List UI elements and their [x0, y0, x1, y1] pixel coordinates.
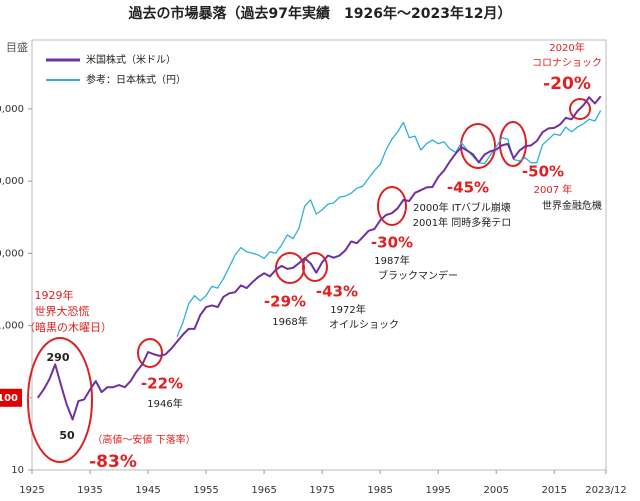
ellipse	[302, 252, 328, 282]
x-tick-label: 2005	[483, 485, 508, 496]
annotation: 1987年	[374, 254, 409, 267]
annotation: -50%	[522, 163, 564, 181]
annotation: -43%	[316, 283, 358, 301]
ellipse	[460, 123, 496, 169]
legend-box	[40, 46, 226, 92]
x-tick-label: 1935	[77, 485, 102, 496]
x-tick-label: 1995	[425, 485, 450, 496]
annotation: -29%	[264, 293, 306, 311]
x-tick-label: 2023/12	[585, 485, 627, 496]
ellipse	[569, 98, 591, 120]
annotation: コロナショック	[532, 57, 602, 69]
legend-label: 米国株式（米ドル）	[86, 53, 176, 66]
annotation: 1929年	[35, 288, 74, 302]
x-tick-label: 1965	[251, 485, 276, 496]
annotation: （高値～安値 下落率）	[92, 433, 195, 446]
annotation: 290	[47, 351, 70, 364]
ellipse	[377, 186, 407, 226]
ellipse	[137, 338, 163, 368]
legend-label: 参考：日本株式（円）	[86, 73, 186, 86]
annotation: -30%	[371, 234, 413, 252]
y-tick-label: 10,000	[0, 248, 24, 259]
ellipse	[27, 337, 93, 463]
y-tick-label: 100	[0, 393, 18, 404]
x-tick-label: 1975	[309, 485, 334, 496]
annotation: 世界大恐慌	[35, 304, 90, 318]
x-tick-label: 1955	[193, 485, 218, 496]
y-axis-label: 目盛	[6, 40, 28, 54]
annotation: 2020年	[549, 41, 584, 54]
plot-frame	[31, 39, 607, 471]
annotation: （暗黒の木曜日）	[24, 320, 112, 334]
y-tick-label: 100,000	[0, 176, 24, 187]
annotation: 1972年	[330, 303, 365, 316]
annotation: 2007 年	[534, 183, 573, 196]
x-tick-label: 1985	[367, 485, 392, 496]
annotation-ellipses	[27, 98, 591, 463]
annotation: ブラックマンデー	[378, 269, 458, 282]
x-tick-label: 2015	[542, 485, 567, 496]
ellipse	[499, 121, 527, 167]
y-tick-label: 1,000,000	[0, 104, 24, 115]
x-tick-label: 1925	[19, 485, 44, 496]
y-tick-label: 1,000	[0, 321, 24, 332]
series-line	[176, 110, 602, 338]
annotation: -45%	[447, 179, 489, 197]
annotation: -22%	[141, 375, 183, 393]
annotation: 50	[59, 429, 75, 442]
annotation: -83%	[89, 452, 137, 472]
x-tick-label: 1945	[135, 485, 160, 496]
y-tick-label: 10	[11, 465, 24, 476]
y-tick-highlight	[0, 388, 22, 407]
annotation: 1968年	[272, 315, 307, 328]
annotation: 2001年 同時多発テロ	[413, 216, 512, 229]
series-line	[36, 95, 602, 421]
annotation: 2000年 ITバブル崩壊	[413, 201, 511, 214]
annotation: オイルショック	[329, 319, 399, 331]
annotation: 世界金融危機	[542, 199, 602, 212]
chart-title: 過去の市場暴落（過去97年実績 1926年～2023年12月）	[128, 5, 512, 22]
annotation: -20%	[543, 74, 591, 94]
annotation: 1946年	[147, 397, 182, 410]
